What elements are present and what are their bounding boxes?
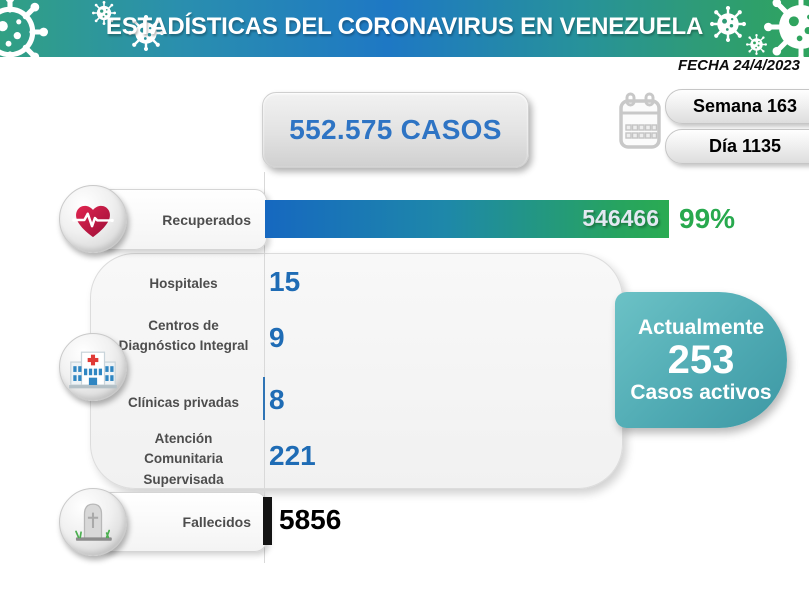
- day-badge: Día 1135: [665, 129, 809, 164]
- week-badge-label: Semana 163: [692, 96, 798, 116]
- active-breakdown-panel: [90, 253, 623, 489]
- deceased-icon-circle: [59, 488, 127, 556]
- recovered-percent: 99%: [679, 203, 736, 234]
- facility-label-cdi: Centros de Diagnóstico Integral: [118, 318, 249, 354]
- calendar-icon: [619, 92, 661, 149]
- deceased-value: 5856: [279, 504, 342, 535]
- facility-label-acs: Atención Comunitaria Supervisada: [143, 431, 224, 487]
- active-cases-badge: Actualmente 253 Casos activos: [615, 292, 787, 428]
- clinicas-mini-bar: [263, 377, 265, 420]
- recovered-icon-circle: [59, 185, 127, 253]
- facility-label-clinicas: Clínicas privadas: [127, 395, 240, 410]
- recovered-value: 546466: [582, 205, 659, 231]
- recovered-label: Recuperados: [162, 211, 251, 228]
- active-cases-value: 253: [667, 338, 735, 382]
- total-cases-value: 552.575 CASOS: [289, 114, 502, 145]
- column-divider: [264, 172, 265, 563]
- active-cases-suffix: Casos activos: [630, 381, 772, 404]
- hospital-icon: [69, 351, 117, 389]
- day-badge-label: Día 1135: [708, 136, 782, 156]
- week-badge: Semana 163: [665, 89, 809, 124]
- active-cases-prefix: Actualmente: [637, 315, 765, 339]
- header-banner: ESTADÍSTICAS DEL CORONAVIRUS EN VENEZUEL…: [0, 0, 809, 57]
- recovered-progress-bar: 546466: [265, 200, 669, 238]
- total-cases-card: 552.575 CASOS: [262, 92, 529, 168]
- facility-value-hospitales: 15: [269, 266, 301, 297]
- deceased-label: Fallecidos: [182, 514, 251, 530]
- tombstone-icon: [75, 503, 112, 541]
- report-date: FECHA 24/4/2023: [677, 57, 800, 74]
- page-title: ESTADÍSTICAS DEL CORONAVIRUS EN VENEZUEL…: [105, 13, 704, 40]
- facility-label-hospitales: Hospitales: [149, 276, 218, 291]
- heart-icon: [72, 205, 114, 238]
- facility-value-clinicas: 8: [269, 384, 285, 415]
- deceased-mini-bar: [263, 497, 272, 545]
- facility-value-acs: 221: [269, 440, 316, 471]
- hospital-icon-circle: [59, 333, 127, 401]
- facility-value-cdi: 9: [269, 322, 285, 353]
